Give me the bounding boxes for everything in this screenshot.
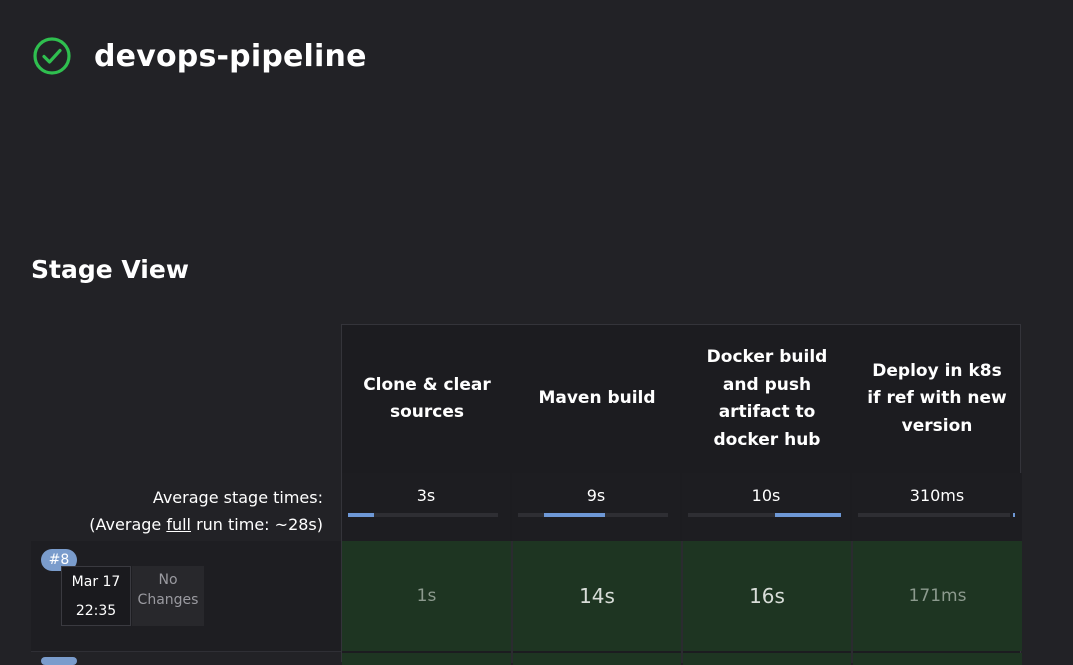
build-date-box: Mar 17 22:35 — [61, 566, 131, 626]
next-row-cell[interactable] — [853, 653, 1022, 665]
avg-bar-clone — [348, 513, 374, 517]
column-divider — [681, 541, 683, 663]
average-stage-times-label: Average stage times: (Average full run t… — [89, 484, 323, 538]
build-date: Mar 17 — [71, 574, 121, 590]
avg-track-deploy — [858, 513, 1016, 517]
avg-time-deploy: 310ms — [909, 486, 965, 505]
avg-bar-maven — [543, 513, 605, 517]
stage-cell-clone[interactable]: 1s — [342, 541, 511, 651]
avg-time-clone: 3s — [416, 486, 436, 505]
average-full-run-text: (Average full run time: ~28s) — [89, 515, 323, 534]
job-header: devops-pipeline — [32, 36, 367, 76]
next-row-cell[interactable] — [342, 653, 511, 665]
build-number-badge-next[interactable] — [41, 657, 77, 665]
avg-time-docker: 10s — [751, 486, 781, 505]
avg-time-maven: 9s — [586, 486, 606, 505]
build-time: 22:35 — [75, 603, 117, 619]
average-stage-times-text: Average stage times: — [152, 488, 323, 507]
column-divider — [511, 541, 513, 663]
avg-cell-clone: 3s — [342, 473, 510, 541]
stage-header-maven: Maven build — [538, 388, 656, 409]
build-number-badge[interactable]: #8 — [41, 549, 77, 571]
check-circle-icon — [33, 37, 71, 75]
avg-cell-docker: 10s — [682, 473, 850, 541]
next-row-cell[interactable] — [683, 653, 851, 665]
stage-header-deploy: Deploy in k8s if ref with new version — [867, 360, 1007, 436]
stage-header-clone: Clone & clear sources — [363, 374, 491, 423]
stage-view-table: Clone & clear sources Maven build Docker… — [341, 324, 1022, 665]
full-run-link[interactable]: full — [166, 515, 191, 534]
avg-bar-deploy — [1013, 513, 1016, 517]
stage-cell-maven[interactable]: 14s — [513, 541, 681, 651]
avg-track-clone — [348, 513, 498, 517]
stage-view-title: Stage View — [31, 255, 189, 284]
avg-bar-docker — [775, 513, 841, 517]
next-row-cell[interactable] — [513, 653, 681, 665]
stage-cell-docker[interactable]: 16s — [683, 541, 851, 651]
avg-cell-deploy: 310ms — [852, 473, 1022, 541]
page-title: devops-pipeline — [94, 38, 367, 74]
build-changes[interactable]: No Changes — [132, 566, 204, 626]
stage-header-docker: Docker build and push artifact to docker… — [706, 347, 828, 450]
stage-cell-deploy[interactable]: 171ms — [853, 541, 1022, 651]
column-divider — [851, 541, 853, 663]
avg-track-docker — [688, 513, 841, 517]
avg-track-maven — [518, 513, 668, 517]
avg-cell-maven: 9s — [512, 473, 680, 541]
